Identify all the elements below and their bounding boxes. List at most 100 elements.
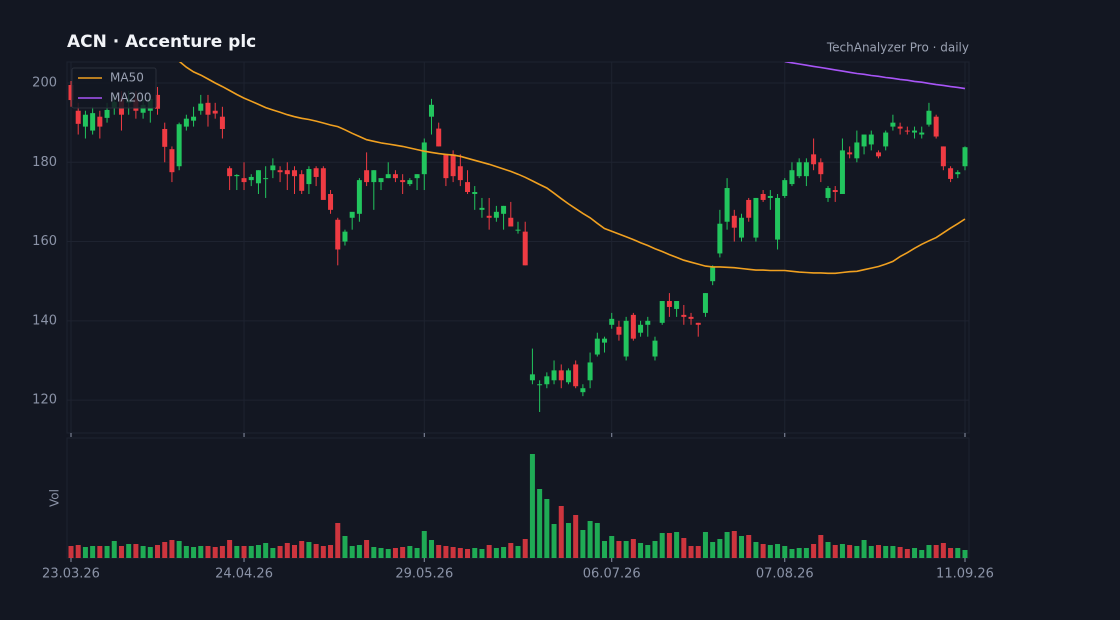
candle-body: [407, 180, 413, 185]
candle-body: [897, 126, 903, 129]
volume-bar: [400, 547, 406, 558]
volume-bar: [731, 531, 737, 558]
candle-body: [659, 301, 665, 323]
volume-bar: [839, 544, 845, 558]
candle-body: [681, 314, 687, 317]
volume-bar: [926, 545, 932, 558]
candle-body: [594, 338, 600, 355]
candle-body: [818, 162, 824, 175]
candle-body: [551, 370, 557, 381]
candle-body: [652, 340, 658, 357]
candle-body: [630, 314, 636, 339]
volume-bar: [666, 533, 672, 558]
chart-subtitle: TechAnalyzer Pro · daily: [826, 41, 969, 55]
candle-body: [760, 193, 766, 200]
ma-line: [784, 62, 966, 90]
volume-bar: [140, 546, 146, 558]
y-tick-label: 200: [32, 76, 57, 91]
volume-bar: [962, 550, 968, 558]
y-tick-label: 120: [32, 393, 57, 408]
candle-body: [385, 174, 391, 179]
candle-body: [948, 168, 954, 179]
candle-body: [919, 132, 925, 135]
candle-body: [493, 211, 499, 218]
candle-body: [883, 132, 889, 147]
candle-body: [702, 293, 708, 313]
volume-bar: [638, 543, 644, 558]
volume-bar: [457, 548, 463, 558]
candle-body: [457, 166, 463, 181]
volume-bar: [912, 548, 918, 558]
volume-bar: [241, 546, 247, 558]
volume-bar: [724, 532, 730, 558]
volume-bar: [443, 546, 449, 558]
candle-body: [717, 223, 723, 254]
candle-body: [666, 301, 672, 307]
candle-body: [263, 178, 269, 180]
volume-axis-label: Vol: [48, 489, 62, 507]
volume-bar: [162, 542, 168, 558]
candle-body: [602, 338, 608, 343]
volume-bar: [328, 545, 334, 558]
volume-bar: [782, 546, 788, 558]
volume-bar: [248, 546, 254, 558]
chart-title: ACN · Accenture plc: [67, 32, 256, 52]
y-tick-label: 180: [32, 155, 57, 170]
candle-body: [962, 147, 968, 167]
candle-body: [724, 188, 730, 222]
volume-bar: [955, 548, 961, 558]
volume-bar: [371, 547, 377, 558]
candle-body: [558, 370, 564, 381]
volume-bar: [277, 546, 283, 558]
volume-bar: [796, 548, 802, 558]
x-tick-label: 07.08.26: [756, 567, 814, 582]
volume-bar: [746, 535, 752, 558]
volume-bar: [75, 545, 81, 558]
candle-body: [97, 116, 103, 127]
candle-body: [270, 165, 276, 171]
candle-body: [313, 168, 319, 177]
candle-body: [169, 149, 175, 173]
volume-bar: [702, 532, 708, 558]
candle-body: [926, 110, 932, 125]
volume-bar: [212, 547, 218, 558]
price-panel: [66, 61, 970, 434]
volume-bar: [472, 548, 478, 558]
candle-body: [710, 267, 716, 282]
volume-bar: [948, 548, 954, 558]
volume-bar: [270, 548, 276, 558]
candle-body: [140, 104, 146, 113]
volume-bar: [739, 536, 744, 558]
volume-bar: [529, 454, 535, 558]
candle-body: [796, 162, 802, 177]
volume-bar: [255, 545, 261, 558]
candle-body: [342, 231, 348, 242]
candle-body: [537, 384, 543, 386]
candle-body: [328, 193, 334, 210]
candle-body: [522, 231, 528, 266]
volume-bar: [645, 545, 651, 558]
volume-bar: [183, 546, 189, 558]
volume-bar: [710, 542, 716, 558]
candle-body: [82, 114, 88, 127]
candle-body: [364, 170, 370, 183]
volume-bar: [407, 546, 413, 558]
volume-bar: [82, 547, 88, 558]
candle-body: [292, 170, 297, 177]
candle-body: [508, 217, 514, 227]
candle-body: [465, 182, 471, 193]
candle-body: [587, 362, 593, 381]
volume-bar: [602, 541, 608, 558]
candle-body: [803, 162, 809, 177]
volume-bar: [349, 546, 355, 558]
volume-bar: [147, 547, 153, 558]
candle-body: [529, 374, 535, 381]
candle-body: [219, 116, 225, 129]
volume-bar: [753, 542, 759, 558]
candle-body: [875, 152, 881, 157]
volume-bar: [68, 546, 74, 558]
volume-bar: [890, 546, 896, 558]
volume-bar: [234, 546, 240, 558]
volume-bar: [126, 544, 132, 558]
volume-bar: [176, 541, 182, 558]
